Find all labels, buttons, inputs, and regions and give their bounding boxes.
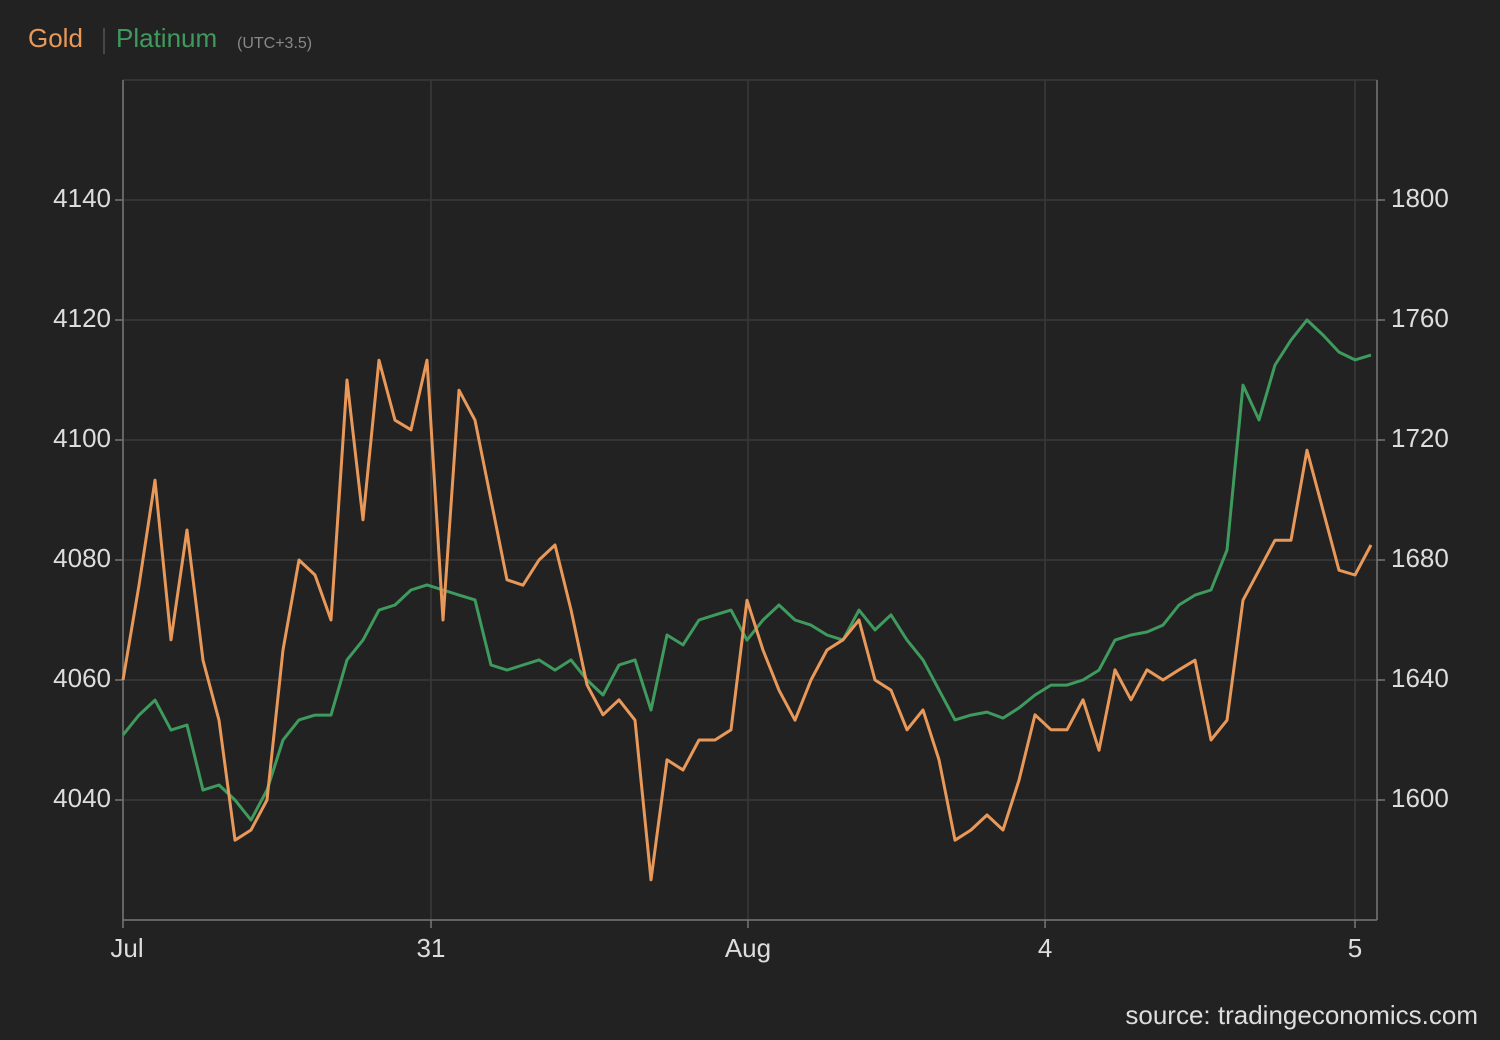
x-tick-label: 31 [417,933,446,963]
series-line [121,318,1372,822]
x-tick-label: Jul [110,933,143,963]
y2-tick-label: 1680 [1391,543,1449,573]
y-tick-label: 4120 [53,303,111,333]
y-tick-label: 4060 [53,663,111,693]
y-tick-label: 4040 [53,783,111,813]
legend-platinum[interactable]: Platinum [116,23,217,53]
series-line [121,358,1373,882]
y2-tick-label: 1760 [1391,303,1449,333]
x-tick-label: 5 [1348,933,1362,963]
source: source: tradingeconomics.com [1125,1000,1478,1030]
y2-tick-label: 1720 [1391,423,1449,453]
y2-tick-label: 1600 [1391,783,1449,813]
x-tick-label: Aug [725,933,771,963]
y-tick-label: 4140 [53,183,111,213]
timezone: (UTC+3.5) [237,35,312,52]
y-tick-label: 4080 [53,543,111,573]
x-tick-label: 4 [1038,933,1052,963]
y2-tick-label: 1800 [1391,183,1449,213]
y2-tick-label: 1640 [1391,663,1449,693]
y-tick-label: 4100 [53,423,111,453]
legend-gold[interactable]: Gold [28,23,83,53]
